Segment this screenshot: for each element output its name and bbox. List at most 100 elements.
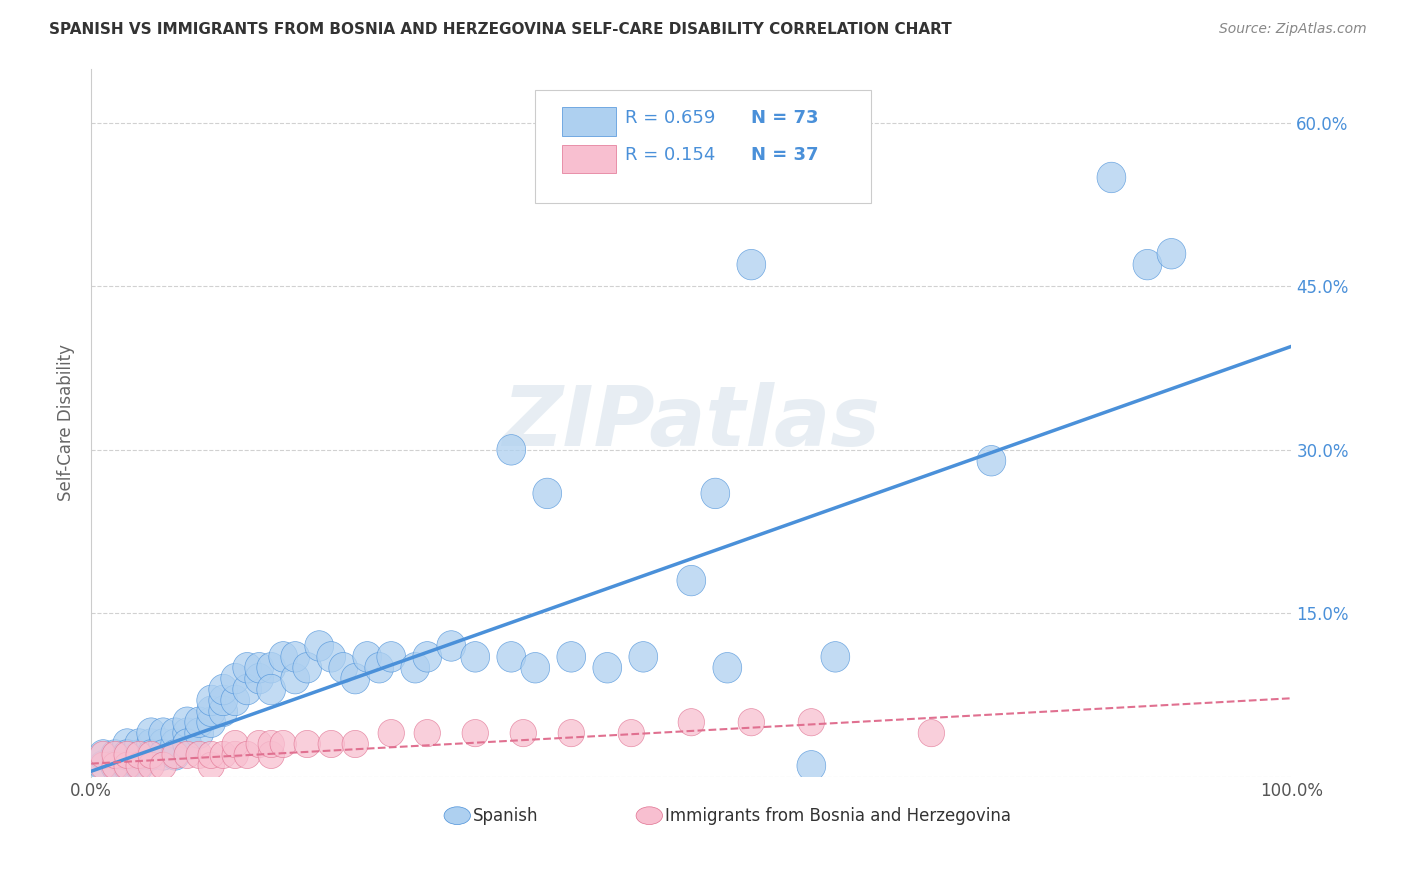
Ellipse shape (737, 250, 766, 280)
Ellipse shape (245, 664, 274, 694)
Ellipse shape (676, 566, 706, 596)
Ellipse shape (103, 752, 128, 780)
Ellipse shape (197, 685, 225, 715)
Ellipse shape (918, 720, 945, 747)
Y-axis label: Self-Care Disability: Self-Care Disability (58, 344, 75, 501)
Ellipse shape (1157, 238, 1185, 269)
FancyBboxPatch shape (536, 90, 872, 203)
Ellipse shape (136, 739, 166, 770)
Ellipse shape (281, 664, 309, 694)
Ellipse shape (89, 739, 118, 770)
Ellipse shape (305, 631, 333, 661)
Ellipse shape (413, 720, 440, 747)
Ellipse shape (198, 752, 225, 780)
Ellipse shape (318, 731, 344, 757)
Ellipse shape (221, 664, 250, 694)
Ellipse shape (114, 741, 141, 769)
Ellipse shape (160, 729, 190, 759)
Ellipse shape (101, 739, 129, 770)
Ellipse shape (127, 752, 152, 780)
Ellipse shape (1133, 250, 1161, 280)
Ellipse shape (89, 750, 118, 781)
Ellipse shape (160, 718, 190, 748)
Ellipse shape (292, 653, 322, 683)
Ellipse shape (413, 641, 441, 672)
Ellipse shape (713, 653, 742, 683)
Ellipse shape (340, 664, 370, 694)
Ellipse shape (233, 741, 260, 769)
Ellipse shape (329, 653, 357, 683)
Ellipse shape (678, 708, 704, 736)
Ellipse shape (198, 741, 225, 769)
Ellipse shape (209, 741, 236, 769)
Ellipse shape (246, 731, 273, 757)
Ellipse shape (208, 674, 238, 705)
Ellipse shape (461, 641, 489, 672)
Ellipse shape (316, 641, 346, 672)
Ellipse shape (510, 720, 537, 747)
Text: Spanish: Spanish (472, 806, 538, 824)
Ellipse shape (197, 707, 225, 738)
Ellipse shape (173, 718, 201, 748)
Ellipse shape (136, 739, 166, 770)
Ellipse shape (173, 729, 201, 759)
Ellipse shape (294, 731, 321, 757)
Text: R = 0.154: R = 0.154 (626, 146, 716, 164)
Ellipse shape (738, 708, 765, 736)
Ellipse shape (364, 653, 394, 683)
Ellipse shape (269, 641, 298, 672)
Ellipse shape (257, 741, 284, 769)
Ellipse shape (90, 741, 117, 769)
Ellipse shape (619, 720, 644, 747)
Ellipse shape (593, 653, 621, 683)
Ellipse shape (125, 739, 153, 770)
Ellipse shape (233, 653, 262, 683)
Ellipse shape (208, 696, 238, 727)
Ellipse shape (101, 750, 129, 781)
Ellipse shape (1097, 162, 1126, 193)
Text: Source: ZipAtlas.com: Source: ZipAtlas.com (1219, 22, 1367, 37)
Text: R = 0.659: R = 0.659 (626, 109, 716, 127)
Ellipse shape (977, 445, 1005, 476)
Ellipse shape (186, 741, 212, 769)
Ellipse shape (136, 729, 166, 759)
Ellipse shape (799, 708, 824, 736)
Ellipse shape (496, 641, 526, 672)
Ellipse shape (257, 674, 285, 705)
Ellipse shape (342, 731, 368, 757)
Ellipse shape (444, 806, 471, 824)
Ellipse shape (112, 750, 142, 781)
Ellipse shape (101, 750, 129, 781)
Text: N = 37: N = 37 (751, 146, 818, 164)
Ellipse shape (173, 707, 201, 738)
Ellipse shape (136, 718, 166, 748)
Ellipse shape (162, 741, 188, 769)
Ellipse shape (149, 729, 177, 759)
Ellipse shape (520, 653, 550, 683)
Ellipse shape (184, 707, 214, 738)
Text: SPANISH VS IMMIGRANTS FROM BOSNIA AND HERZEGOVINA SELF-CARE DISABILITY CORRELATI: SPANISH VS IMMIGRANTS FROM BOSNIA AND HE… (49, 22, 952, 37)
Ellipse shape (533, 478, 561, 508)
Ellipse shape (377, 641, 406, 672)
Ellipse shape (112, 739, 142, 770)
Ellipse shape (138, 752, 165, 780)
Ellipse shape (90, 752, 117, 780)
Ellipse shape (174, 741, 201, 769)
Ellipse shape (378, 720, 405, 747)
Ellipse shape (114, 752, 141, 780)
Ellipse shape (702, 478, 730, 508)
Ellipse shape (149, 739, 177, 770)
Ellipse shape (112, 729, 142, 759)
Ellipse shape (233, 674, 262, 705)
Ellipse shape (401, 653, 430, 683)
Ellipse shape (245, 653, 274, 683)
FancyBboxPatch shape (561, 107, 616, 136)
Text: N = 73: N = 73 (751, 109, 818, 127)
Ellipse shape (636, 806, 662, 824)
Ellipse shape (222, 731, 249, 757)
Ellipse shape (221, 685, 250, 715)
Ellipse shape (821, 641, 849, 672)
Ellipse shape (797, 750, 825, 781)
Text: Immigrants from Bosnia and Herzegovina: Immigrants from Bosnia and Herzegovina (665, 806, 1011, 824)
Ellipse shape (257, 653, 285, 683)
